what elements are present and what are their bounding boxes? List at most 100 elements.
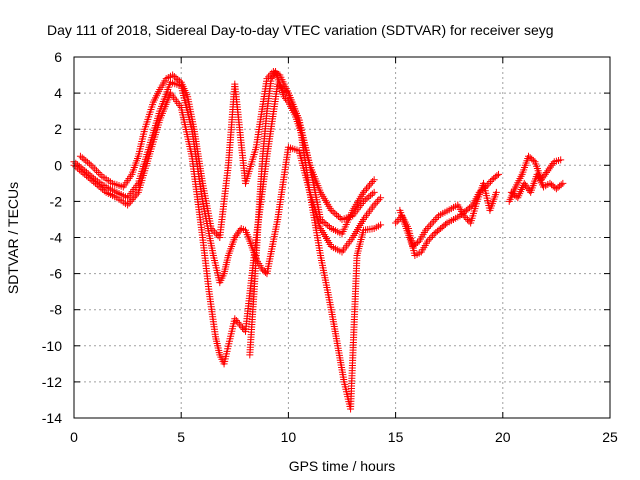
data-point [546, 163, 554, 171]
data-point [462, 214, 470, 222]
y-tick-label: -6 [50, 266, 63, 282]
data-point [523, 183, 531, 191]
data-point [427, 234, 435, 241]
chart-title: Day 111 of 2018, Sidereal Day-to-day VTE… [47, 22, 554, 38]
y-tick-label: -2 [50, 193, 63, 209]
data-point [133, 190, 141, 198]
series-track-b [70, 80, 385, 413]
data-point [492, 188, 500, 196]
data-point [79, 169, 87, 177]
x-tick-label: 25 [602, 429, 618, 445]
data-point [377, 194, 385, 202]
data-point [367, 191, 375, 199]
series-track-f [396, 179, 500, 251]
data-point [86, 175, 94, 183]
data-point [557, 156, 565, 164]
data-point [441, 220, 449, 228]
data-point [424, 237, 432, 245]
data-point [232, 232, 240, 240]
data-point [94, 169, 102, 177]
data-point [175, 77, 183, 85]
data-points [70, 67, 567, 413]
data-point [329, 208, 337, 216]
data-point [366, 181, 374, 189]
data-point [393, 217, 401, 225]
data-point [88, 176, 96, 184]
data-point [520, 179, 528, 187]
data-point [128, 196, 136, 204]
data-point [90, 178, 98, 186]
data-point [324, 221, 332, 229]
data-point [414, 238, 422, 246]
data-point [524, 185, 532, 193]
data-point [172, 74, 180, 82]
data-point [495, 170, 503, 178]
data-point [76, 152, 84, 160]
data-point [212, 230, 220, 238]
data-point [169, 71, 177, 79]
data-point [369, 178, 377, 186]
data-point [433, 214, 441, 222]
series-track-a [70, 78, 385, 287]
data-point [359, 188, 367, 196]
data-point [426, 221, 434, 229]
data-point [95, 182, 103, 190]
series-track-d [246, 67, 378, 359]
data-point [359, 197, 367, 205]
data-point [425, 235, 433, 243]
data-point [283, 96, 291, 104]
data-point [282, 95, 290, 103]
data-point [85, 160, 93, 168]
y-tick-label: 4 [54, 85, 62, 101]
y-tick-label: 2 [54, 121, 62, 137]
data-point [72, 163, 80, 171]
data-point [375, 196, 383, 204]
data-point [82, 157, 90, 165]
data-point [363, 194, 371, 202]
x-tick-label: 5 [177, 429, 185, 445]
data-point [367, 179, 375, 187]
data-point [431, 215, 439, 223]
series-track-c [76, 67, 378, 241]
data-point [425, 223, 433, 231]
data-point [267, 75, 275, 83]
data-point [545, 165, 553, 173]
data-point [370, 188, 378, 196]
data-point [493, 172, 501, 180]
series-track-e [392, 170, 503, 260]
data-point [97, 184, 105, 192]
data-point [529, 156, 537, 164]
data-point [333, 211, 341, 219]
data-point [361, 196, 369, 204]
data-point [370, 201, 378, 209]
data-point [77, 167, 85, 175]
data-point [317, 215, 325, 223]
data-point [364, 183, 372, 191]
data-point [127, 197, 135, 205]
y-tick-label: -14 [42, 410, 62, 426]
y-axis-label: SDTVAR / TECUs [5, 182, 21, 294]
data-point [84, 158, 92, 166]
data-point [463, 215, 471, 223]
data-point [428, 219, 436, 227]
x-tick-label: 15 [388, 429, 404, 445]
data-point [174, 75, 182, 83]
data-point [89, 163, 97, 171]
data-point [209, 226, 217, 234]
y-tick-label: -12 [42, 374, 62, 390]
data-point [377, 221, 385, 229]
y-tick-label: -10 [42, 338, 62, 354]
data-point [231, 315, 239, 323]
data-point [100, 187, 108, 195]
data-point [235, 228, 243, 236]
data-point [74, 164, 82, 172]
data-point [238, 324, 246, 332]
data-point [325, 223, 333, 231]
data-point [125, 199, 133, 207]
data-point [423, 224, 431, 232]
y-tick-label: 0 [54, 157, 62, 173]
x-axis-label: GPS time / hours [289, 458, 396, 474]
data-point [81, 170, 89, 178]
data-point [336, 214, 344, 222]
data-point [460, 212, 468, 220]
